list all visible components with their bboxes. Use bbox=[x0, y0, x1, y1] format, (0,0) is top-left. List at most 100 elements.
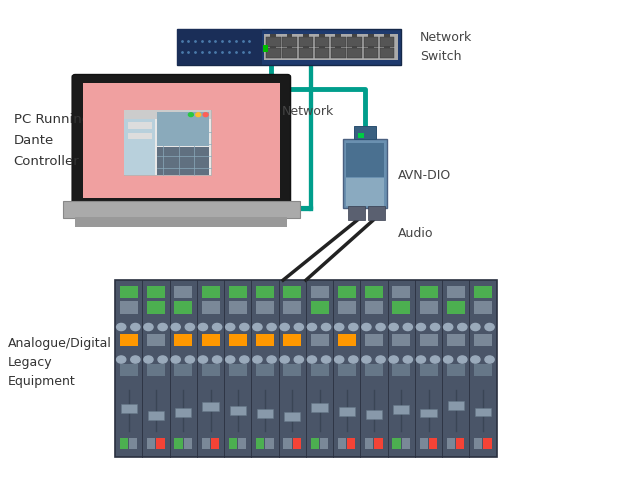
FancyBboxPatch shape bbox=[474, 286, 492, 299]
Circle shape bbox=[158, 356, 167, 363]
FancyBboxPatch shape bbox=[238, 438, 247, 449]
FancyBboxPatch shape bbox=[338, 301, 356, 314]
Circle shape bbox=[267, 324, 276, 331]
FancyBboxPatch shape bbox=[331, 38, 345, 48]
FancyBboxPatch shape bbox=[392, 301, 410, 314]
FancyBboxPatch shape bbox=[311, 301, 329, 314]
FancyBboxPatch shape bbox=[474, 301, 492, 314]
Circle shape bbox=[485, 324, 494, 331]
Polygon shape bbox=[368, 35, 374, 38]
FancyBboxPatch shape bbox=[420, 438, 428, 449]
FancyBboxPatch shape bbox=[257, 409, 273, 418]
FancyBboxPatch shape bbox=[147, 364, 165, 376]
FancyBboxPatch shape bbox=[315, 49, 329, 60]
FancyBboxPatch shape bbox=[339, 407, 355, 416]
Polygon shape bbox=[303, 35, 309, 38]
FancyBboxPatch shape bbox=[124, 120, 156, 176]
FancyBboxPatch shape bbox=[354, 126, 376, 140]
FancyBboxPatch shape bbox=[380, 49, 394, 60]
FancyBboxPatch shape bbox=[474, 438, 482, 449]
FancyBboxPatch shape bbox=[120, 438, 128, 449]
FancyBboxPatch shape bbox=[338, 364, 356, 376]
FancyBboxPatch shape bbox=[75, 217, 287, 227]
FancyBboxPatch shape bbox=[347, 438, 355, 449]
Circle shape bbox=[267, 356, 276, 363]
FancyBboxPatch shape bbox=[72, 75, 290, 206]
Text: AVN-DIO: AVN-DIO bbox=[398, 169, 452, 182]
FancyBboxPatch shape bbox=[298, 49, 313, 60]
Circle shape bbox=[240, 356, 249, 363]
FancyBboxPatch shape bbox=[201, 438, 210, 449]
FancyBboxPatch shape bbox=[121, 404, 137, 413]
FancyBboxPatch shape bbox=[83, 84, 280, 199]
FancyBboxPatch shape bbox=[229, 334, 247, 347]
Polygon shape bbox=[303, 47, 309, 49]
Circle shape bbox=[389, 356, 398, 363]
FancyBboxPatch shape bbox=[447, 364, 465, 376]
FancyBboxPatch shape bbox=[293, 438, 301, 449]
FancyBboxPatch shape bbox=[346, 143, 384, 178]
Circle shape bbox=[294, 324, 303, 331]
FancyBboxPatch shape bbox=[447, 401, 464, 410]
Polygon shape bbox=[352, 35, 357, 38]
FancyBboxPatch shape bbox=[147, 438, 155, 449]
Circle shape bbox=[158, 324, 167, 331]
FancyBboxPatch shape bbox=[429, 438, 437, 449]
FancyBboxPatch shape bbox=[338, 438, 346, 449]
FancyBboxPatch shape bbox=[474, 364, 492, 376]
Circle shape bbox=[144, 324, 153, 331]
FancyBboxPatch shape bbox=[338, 334, 356, 347]
Circle shape bbox=[458, 324, 467, 331]
FancyBboxPatch shape bbox=[338, 286, 356, 299]
Circle shape bbox=[188, 114, 193, 117]
FancyBboxPatch shape bbox=[148, 411, 164, 420]
FancyBboxPatch shape bbox=[311, 334, 329, 347]
FancyBboxPatch shape bbox=[348, 206, 365, 221]
FancyBboxPatch shape bbox=[363, 38, 378, 48]
FancyBboxPatch shape bbox=[331, 49, 345, 60]
Circle shape bbox=[294, 356, 303, 363]
FancyBboxPatch shape bbox=[284, 412, 300, 421]
Circle shape bbox=[171, 324, 180, 331]
FancyBboxPatch shape bbox=[343, 140, 387, 209]
FancyBboxPatch shape bbox=[184, 438, 192, 449]
FancyBboxPatch shape bbox=[202, 402, 219, 411]
FancyBboxPatch shape bbox=[201, 334, 219, 347]
Circle shape bbox=[203, 114, 208, 117]
FancyBboxPatch shape bbox=[392, 286, 410, 299]
FancyBboxPatch shape bbox=[127, 123, 151, 129]
Polygon shape bbox=[287, 47, 292, 49]
Circle shape bbox=[471, 324, 480, 331]
FancyBboxPatch shape bbox=[475, 408, 491, 417]
FancyBboxPatch shape bbox=[120, 364, 138, 376]
Polygon shape bbox=[319, 35, 325, 38]
FancyBboxPatch shape bbox=[420, 286, 438, 299]
FancyBboxPatch shape bbox=[201, 286, 219, 299]
Circle shape bbox=[321, 324, 331, 331]
FancyBboxPatch shape bbox=[315, 38, 329, 48]
Circle shape bbox=[376, 356, 385, 363]
FancyBboxPatch shape bbox=[365, 301, 383, 314]
Polygon shape bbox=[384, 47, 390, 49]
Circle shape bbox=[471, 356, 480, 363]
FancyBboxPatch shape bbox=[256, 286, 274, 299]
FancyBboxPatch shape bbox=[283, 438, 292, 449]
FancyBboxPatch shape bbox=[124, 111, 211, 176]
Polygon shape bbox=[352, 47, 357, 49]
Text: PC Running
Dante
Controller: PC Running Dante Controller bbox=[14, 112, 90, 167]
FancyBboxPatch shape bbox=[229, 286, 247, 299]
FancyBboxPatch shape bbox=[256, 364, 274, 376]
FancyBboxPatch shape bbox=[256, 334, 274, 347]
Polygon shape bbox=[271, 35, 276, 38]
Circle shape bbox=[280, 324, 289, 331]
FancyBboxPatch shape bbox=[157, 113, 209, 146]
FancyBboxPatch shape bbox=[358, 133, 363, 138]
Polygon shape bbox=[368, 47, 374, 49]
FancyBboxPatch shape bbox=[175, 408, 192, 417]
Circle shape bbox=[253, 324, 262, 331]
FancyBboxPatch shape bbox=[298, 38, 313, 48]
FancyBboxPatch shape bbox=[283, 364, 302, 376]
Polygon shape bbox=[336, 47, 341, 49]
Circle shape bbox=[417, 356, 426, 363]
Circle shape bbox=[253, 356, 262, 363]
